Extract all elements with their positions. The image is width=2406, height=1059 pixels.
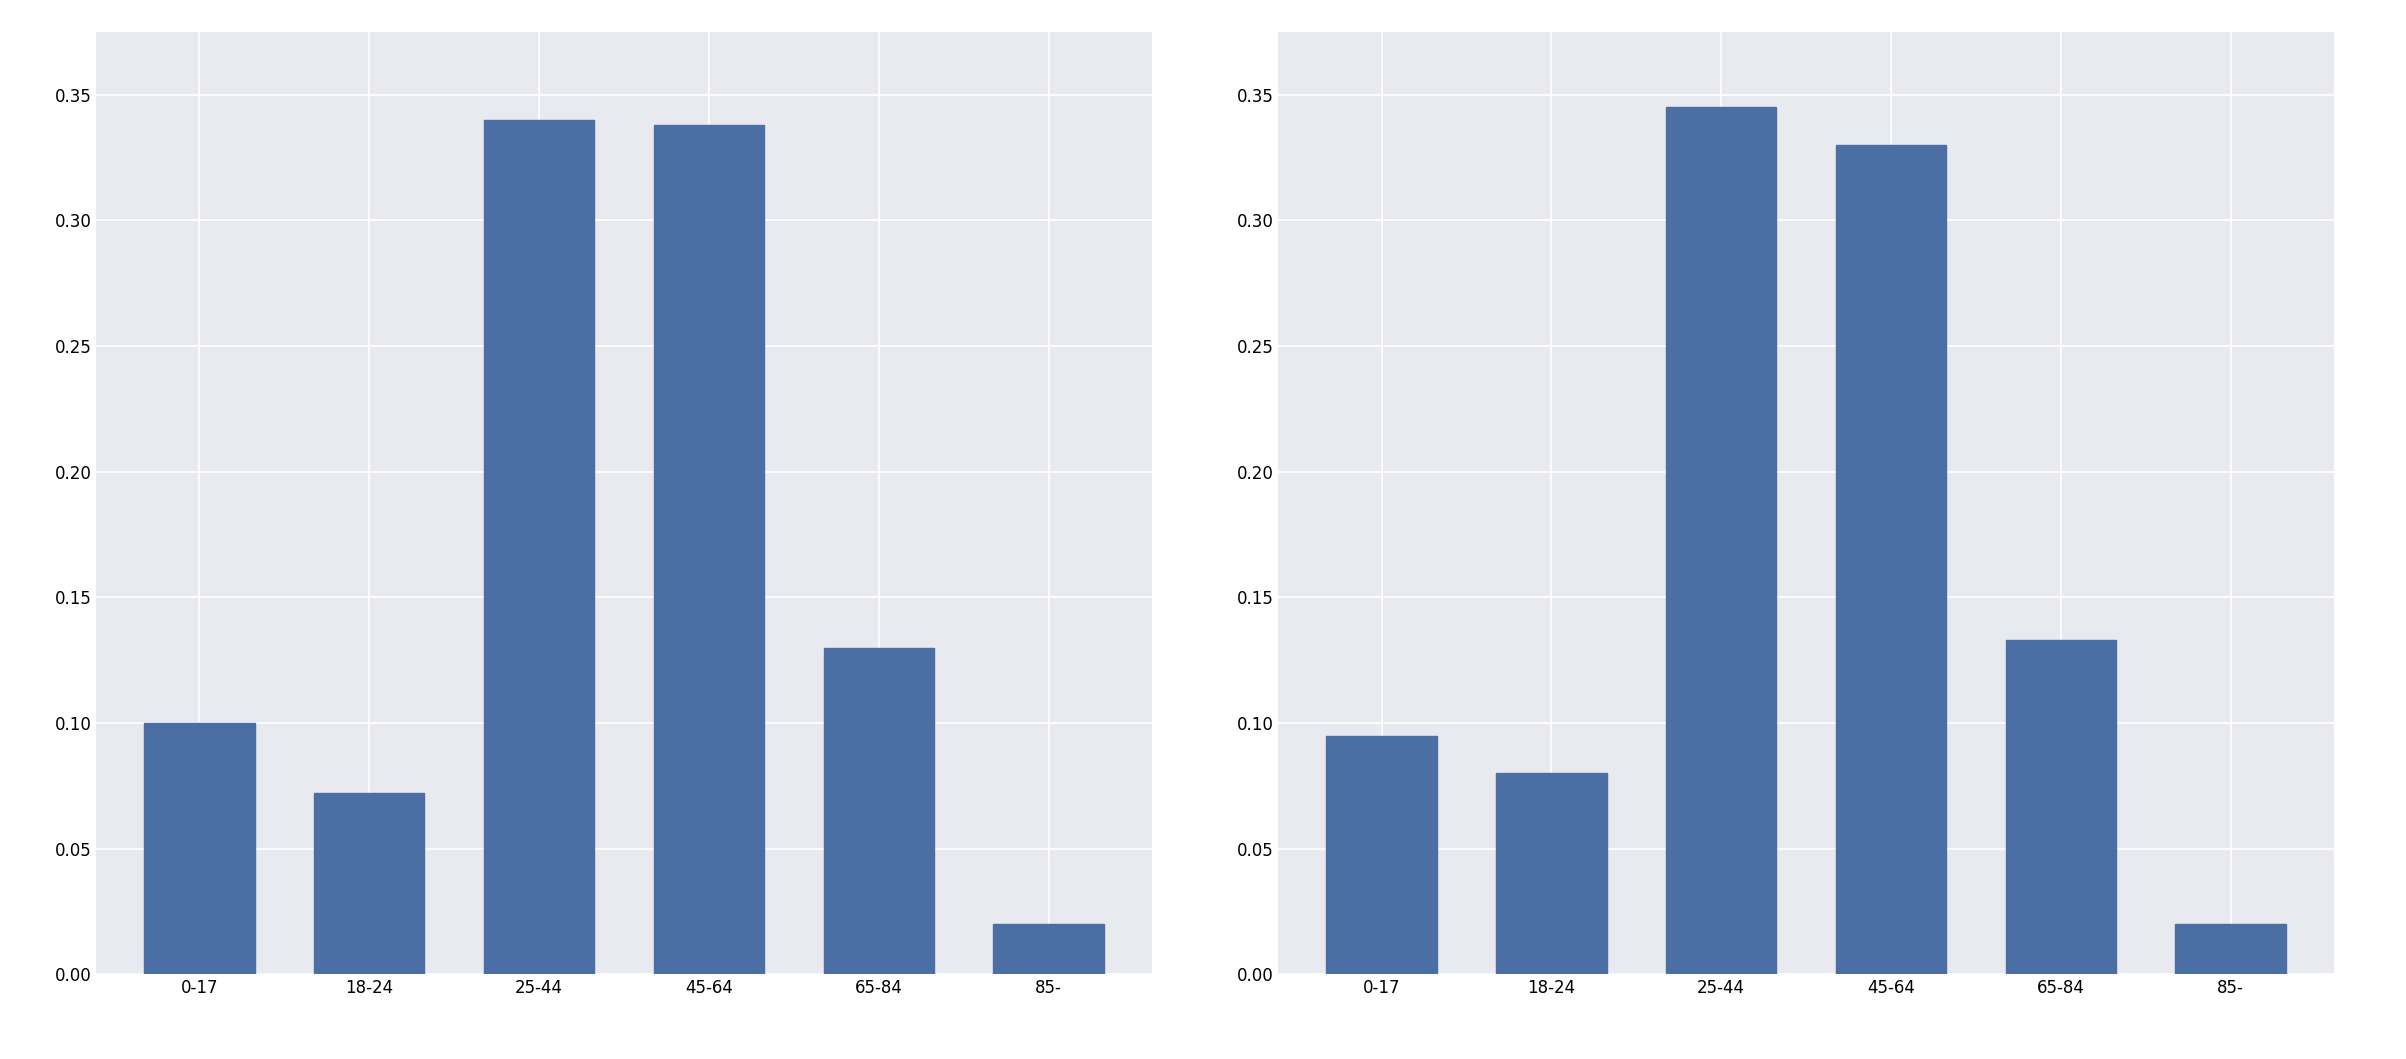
Bar <box>994 925 1104 974</box>
Bar <box>1836 145 1946 974</box>
Bar <box>1326 736 1436 974</box>
Bar <box>315 793 423 974</box>
Bar <box>654 125 765 974</box>
Bar <box>1665 107 1776 974</box>
Bar <box>2175 925 2286 974</box>
Bar <box>823 647 934 974</box>
Bar <box>1497 773 1607 974</box>
Bar <box>144 723 255 974</box>
Bar <box>484 120 594 974</box>
Bar <box>2007 640 2115 974</box>
